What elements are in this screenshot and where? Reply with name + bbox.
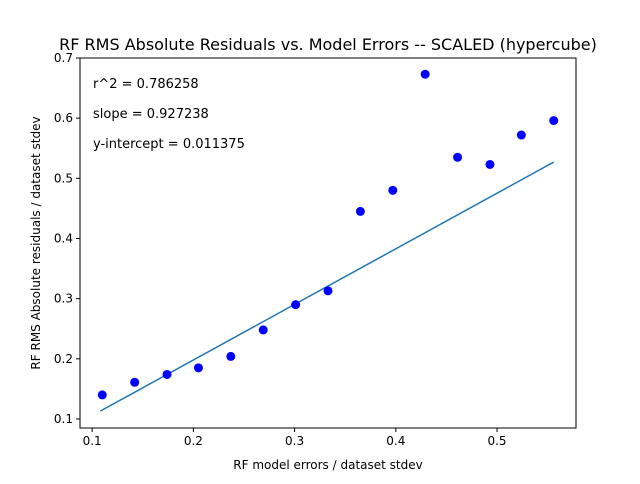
scatter-point	[98, 390, 107, 399]
scatter-point	[130, 378, 139, 387]
scatter-point	[291, 300, 300, 309]
scatter-point	[388, 186, 397, 195]
annotation-r-squared: r^2 = 0.786258	[93, 77, 199, 92]
scatter-point	[324, 286, 333, 295]
y-tick-label: 0.6	[54, 111, 73, 125]
y-axis-label: RF RMS Absolute residuals / dataset stde…	[29, 116, 43, 369]
y-tick-label: 0.4	[54, 231, 73, 245]
x-tick-label: 0.5	[487, 434, 506, 448]
scatter-point	[421, 70, 430, 79]
y-tick-label: 0.3	[54, 292, 73, 306]
scatter-point	[194, 363, 203, 372]
scatter-point	[549, 116, 558, 125]
scatter-point	[517, 131, 526, 140]
x-tick-label: 0.1	[83, 434, 102, 448]
scatter-point	[226, 352, 235, 361]
y-tick-label: 0.1	[54, 412, 73, 426]
y-tick-label: 0.2	[54, 352, 73, 366]
x-tick-label: 0.2	[184, 434, 203, 448]
annotation-slope: slope = 0.927238	[93, 107, 209, 122]
scatter-point	[259, 325, 268, 334]
y-tick-label: 0.5	[54, 171, 73, 185]
scatter-point	[163, 370, 172, 379]
x-tick-label: 0.3	[285, 434, 304, 448]
scatter-point	[453, 153, 462, 162]
scatter-point	[356, 207, 365, 216]
annotation-y-intercept: y-intercept = 0.011375	[93, 137, 245, 152]
chart-title: RF RMS Absolute Residuals vs. Model Erro…	[59, 35, 597, 54]
x-tick-label: 0.4	[386, 434, 405, 448]
scatter-point	[485, 160, 494, 169]
x-axis-label: RF model errors / dataset stdev	[233, 458, 422, 472]
